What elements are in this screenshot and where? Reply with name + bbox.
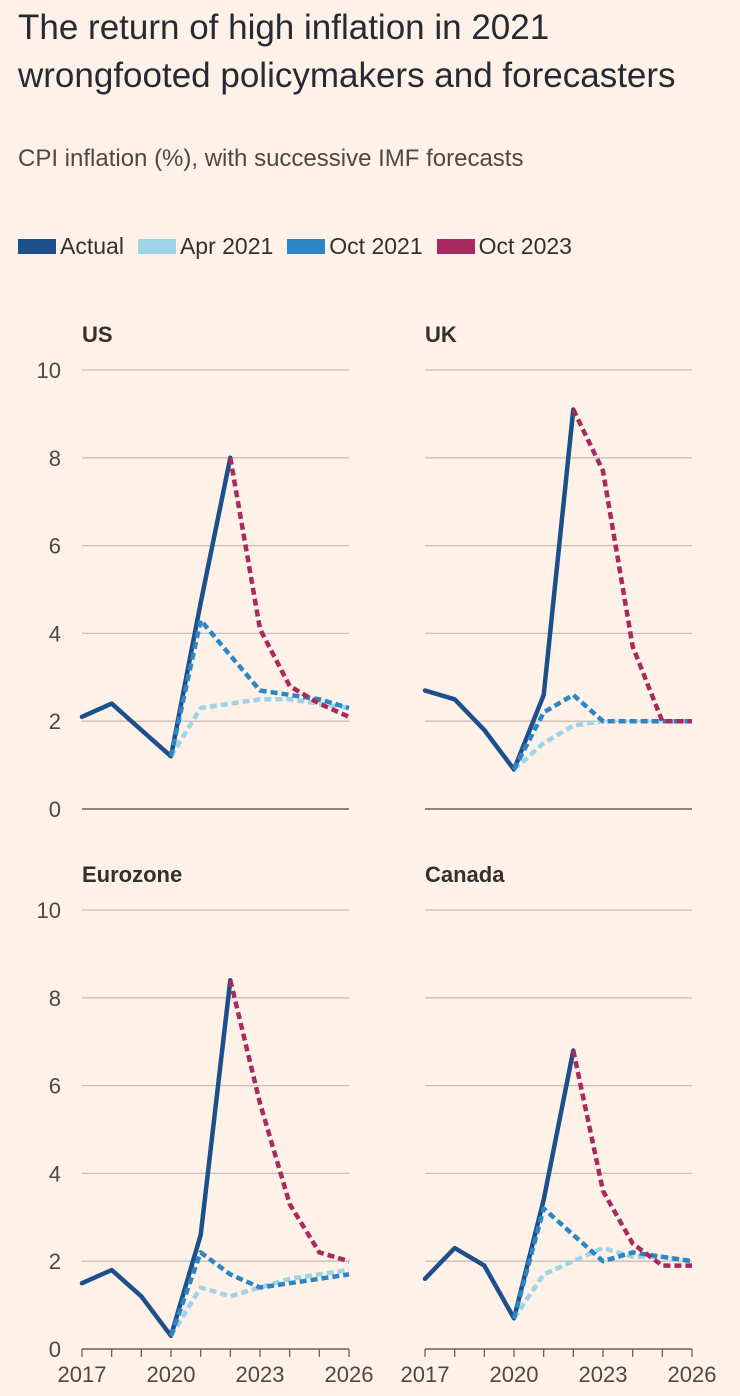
series-line-oct-2023-canada bbox=[571, 1050, 692, 1268]
series-line-apr-2021-us bbox=[169, 697, 350, 758]
series-line-actual-eurozone bbox=[79, 977, 233, 1339]
legend-item-apr-2021: Apr 2021 bbox=[137, 232, 274, 260]
x-tick-label: 2017 bbox=[401, 1362, 450, 1387]
legend-swatch-oct-2021 bbox=[287, 238, 326, 254]
y-tick-label: 2 bbox=[49, 1249, 61, 1274]
x-tick-label: 2026 bbox=[668, 1362, 717, 1387]
y-tick-label: 6 bbox=[49, 1074, 61, 1099]
chart-title: The return of high inflation in 2021 wro… bbox=[18, 8, 676, 95]
chart-subtitle: CPI inflation (%), with successive IMF f… bbox=[18, 145, 524, 172]
series-line-oct-2023-uk bbox=[571, 408, 692, 724]
panel-title-eurozone: Eurozone bbox=[82, 862, 182, 887]
legend-item-oct-2021: Oct 2021 bbox=[287, 232, 423, 260]
y-tick-label: 10 bbox=[37, 898, 61, 923]
y-tick-label: 0 bbox=[49, 797, 61, 822]
panel-us: US 0 2 4 6 8 10 bbox=[37, 322, 350, 822]
legend-item-oct-2023: Oct 2023 bbox=[436, 232, 572, 260]
series-line-oct-2023-us bbox=[228, 457, 350, 719]
series-line-actual-uk bbox=[422, 407, 576, 772]
legend-swatch-actual bbox=[18, 238, 56, 254]
series-line-oct-2021-us bbox=[168, 617, 350, 757]
y-tick-label: 2 bbox=[49, 709, 61, 734]
y-tick-label: 4 bbox=[49, 1161, 61, 1186]
y-tick-label: 10 bbox=[37, 358, 61, 383]
panel-uk: UK bbox=[422, 322, 692, 810]
series-line-oct-2021-canada bbox=[511, 1206, 693, 1319]
x-tick-label: 2023 bbox=[236, 1362, 285, 1387]
x-tick-label: 2020 bbox=[490, 1362, 539, 1387]
legend-label-actual: Actual bbox=[60, 232, 124, 259]
legend-item-actual: Actual bbox=[18, 233, 124, 260]
y-tick-label: 4 bbox=[49, 621, 61, 646]
panel-title-uk: UK bbox=[425, 322, 457, 347]
series-line-oct-2023-eurozone bbox=[228, 979, 350, 1264]
x-tick-label: 2017 bbox=[58, 1362, 107, 1387]
legend-label-oct-2021: Oct 2021 bbox=[329, 232, 423, 259]
y-tick-label: 6 bbox=[49, 534, 61, 559]
x-tick-label: 2020 bbox=[147, 1362, 196, 1387]
series-line-apr-2021-uk bbox=[512, 718, 692, 772]
legend-swatch-apr-2021 bbox=[137, 238, 176, 254]
legend: Actual Apr 2021 Oct 2021 Oct 2023 bbox=[18, 229, 586, 263]
panel-eurozone: Eurozone 0 2 4 6 8 10 2017 2020 2023 2026 bbox=[37, 862, 374, 1387]
series-line-oct-2021-uk bbox=[512, 692, 692, 771]
y-tick-label: 0 bbox=[49, 1337, 61, 1362]
x-tick-label: 2023 bbox=[579, 1362, 628, 1387]
x-tick-label: 2026 bbox=[325, 1362, 374, 1387]
y-tick-label: 8 bbox=[49, 446, 61, 471]
y-tick-label: 8 bbox=[49, 986, 61, 1011]
legend-label-apr-2021: Apr 2021 bbox=[179, 232, 274, 259]
series-line-actual-canada bbox=[422, 1048, 576, 1321]
legend-label-oct-2023: Oct 2023 bbox=[478, 232, 572, 259]
legend-swatch-oct-2023 bbox=[436, 238, 475, 254]
panel-canada: Canada 2017 2020 2023 2026 bbox=[401, 862, 717, 1387]
panel-title-canada: Canada bbox=[425, 862, 505, 887]
series-line-apr-2021-eurozone bbox=[169, 1267, 350, 1337]
series-line-oct-2021-eurozone bbox=[168, 1250, 350, 1337]
panel-title-us: US bbox=[82, 322, 113, 347]
series-line-actual-us bbox=[79, 455, 233, 759]
